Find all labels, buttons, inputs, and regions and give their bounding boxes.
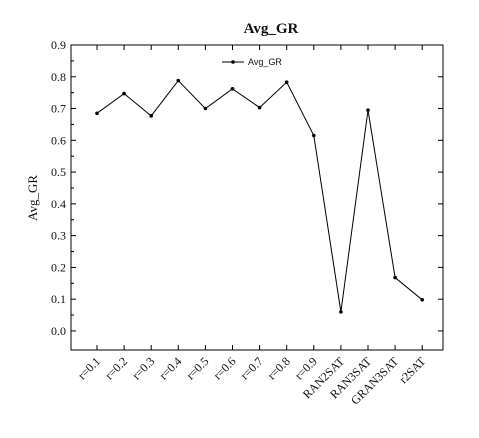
x-tick-label: r=0.2 [102,354,130,382]
y-tick-label: 0.7 [51,102,66,116]
x-tick-label: r=0.8 [265,354,293,382]
x-tick-label: r=0.3 [129,354,157,382]
data-point [95,111,99,116]
x-tick-label: r=0.7 [238,354,266,382]
y-tick-label: 0.8 [51,70,66,84]
y-tick-label: 0.0 [51,324,66,338]
y-tick-label: 0.5 [51,165,66,179]
y-tick-label: 0.6 [51,133,66,147]
data-point [393,275,397,280]
x-tick-label: r=0.5 [183,354,211,382]
data-point [176,78,181,83]
y-tick-label: 0.2 [51,260,66,274]
y-axis: 0.0 0.1 0.2 0.3 0.4 0.5 0.6 0.7 0.8 0.9 [51,38,443,338]
legend-label: Avg_GR [248,57,282,67]
x-tick-label: r=0.6 [211,354,239,382]
data-point [149,114,153,118]
series-line [96,79,423,312]
y-tick-label: 0.3 [51,229,66,243]
data-point [230,87,235,91]
legend: Avg_GR [222,57,282,67]
data-point [122,91,126,96]
y-tick-label: 0.1 [51,292,66,306]
data-point [203,106,208,111]
series-group [95,78,425,314]
y-axis-label: Avg_GR [25,175,40,221]
x-tick-label: r2SAT [396,354,429,387]
x-tick-label: r=0.4 [156,354,184,382]
data-point [339,310,343,314]
plot-area [70,44,444,351]
data-point [420,298,425,302]
x-axis: r=0.1r=0.2r=0.3r=0.4r=0.5r=0.6r=0.7r=0.8… [75,45,429,407]
chart-title: Avg_GR [244,21,299,37]
data-point [312,133,316,138]
x-tick-label: r=0.1 [75,354,103,382]
legend-marker [231,60,235,64]
data-point [257,105,262,110]
y-tick-label: 0.9 [51,38,66,52]
data-point [284,80,289,84]
data-point [366,108,370,112]
y-tick-label: 0.4 [51,197,66,211]
